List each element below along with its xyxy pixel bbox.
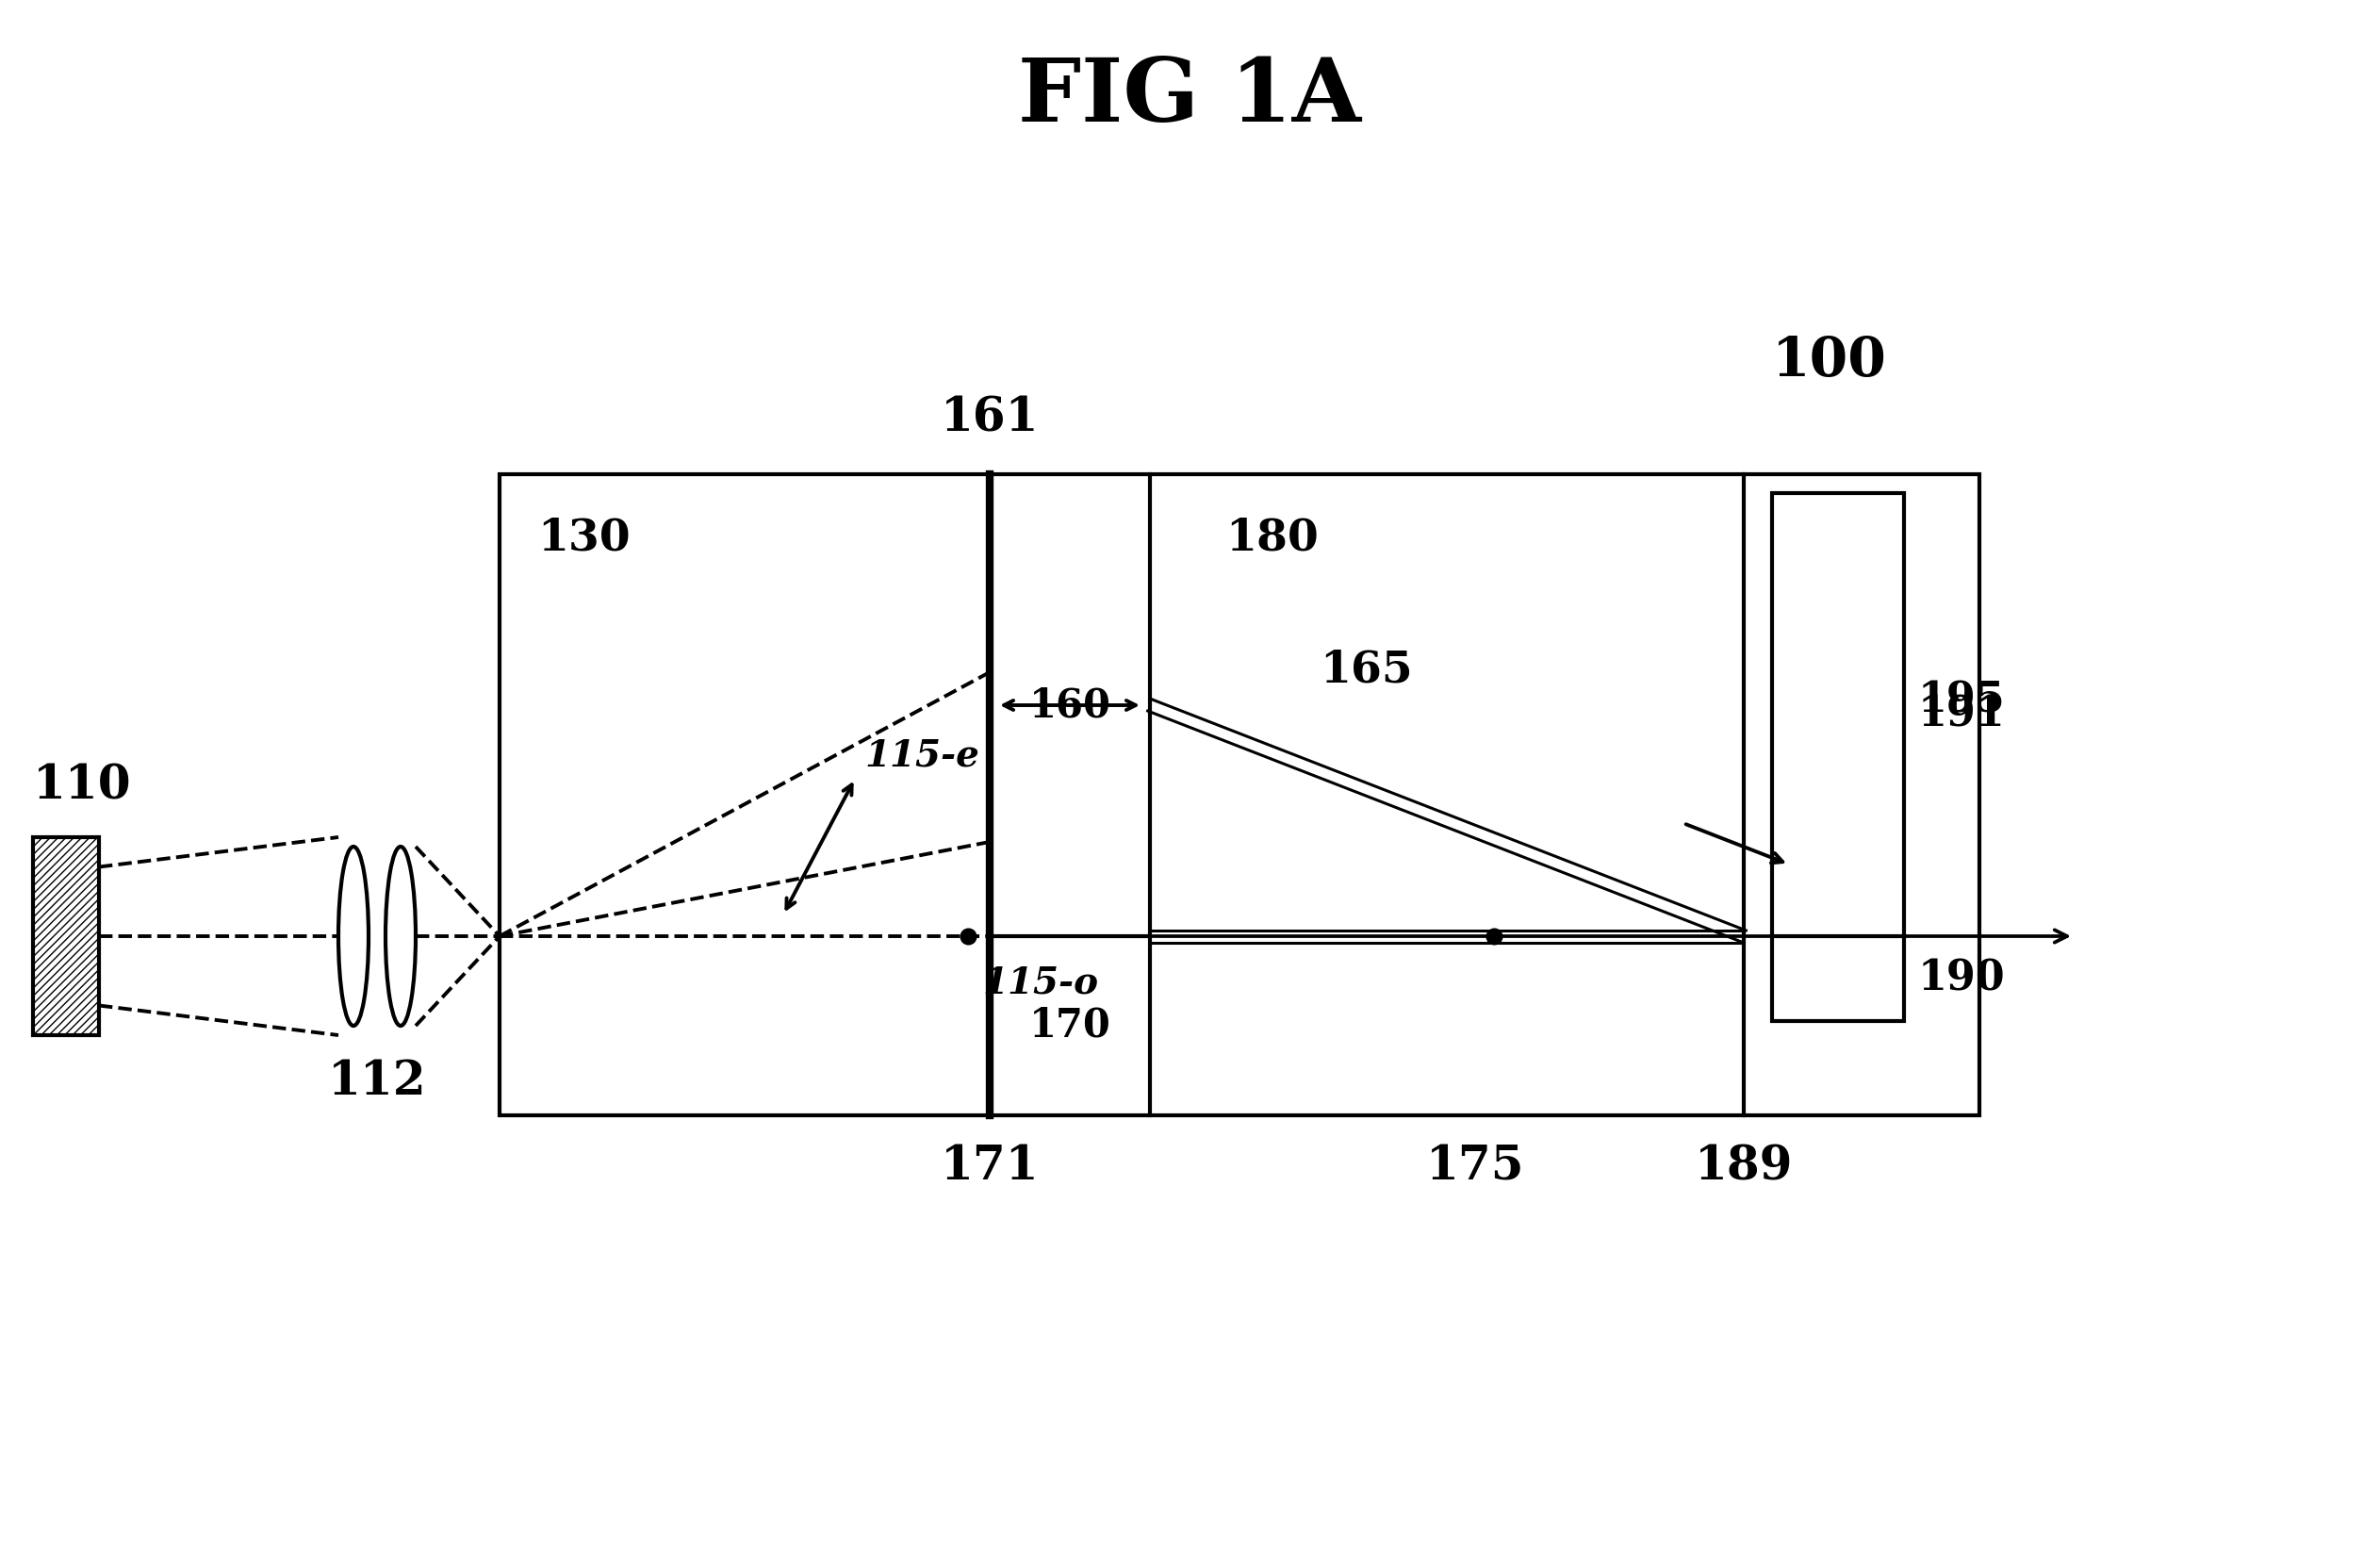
Text: 161: 161 xyxy=(940,395,1040,441)
Text: 100: 100 xyxy=(1773,335,1887,387)
Bar xyxy=(1773,493,1904,1021)
Bar xyxy=(33,836,100,1035)
Text: 175: 175 xyxy=(1426,1143,1523,1190)
Text: 191: 191 xyxy=(1918,694,2006,734)
Text: 170: 170 xyxy=(1028,1005,1111,1046)
Text: 180: 180 xyxy=(1226,517,1319,561)
Bar xyxy=(500,474,1980,1115)
Text: 190: 190 xyxy=(1918,959,2006,999)
Text: 115-o: 115-o xyxy=(983,965,1097,1001)
Text: 189: 189 xyxy=(1695,1143,1792,1190)
Text: 195: 195 xyxy=(1918,680,2006,720)
Text: 160: 160 xyxy=(1028,685,1111,725)
Ellipse shape xyxy=(338,847,369,1025)
Text: 115-e: 115-e xyxy=(864,739,978,774)
Ellipse shape xyxy=(386,847,416,1025)
Text: 112: 112 xyxy=(328,1060,426,1104)
Text: 171: 171 xyxy=(940,1143,1040,1190)
Bar xyxy=(33,836,100,1035)
Text: 110: 110 xyxy=(33,762,131,809)
Text: 130: 130 xyxy=(538,517,631,561)
Text: FIG 1A: FIG 1A xyxy=(1019,54,1361,139)
Text: 165: 165 xyxy=(1319,647,1414,691)
